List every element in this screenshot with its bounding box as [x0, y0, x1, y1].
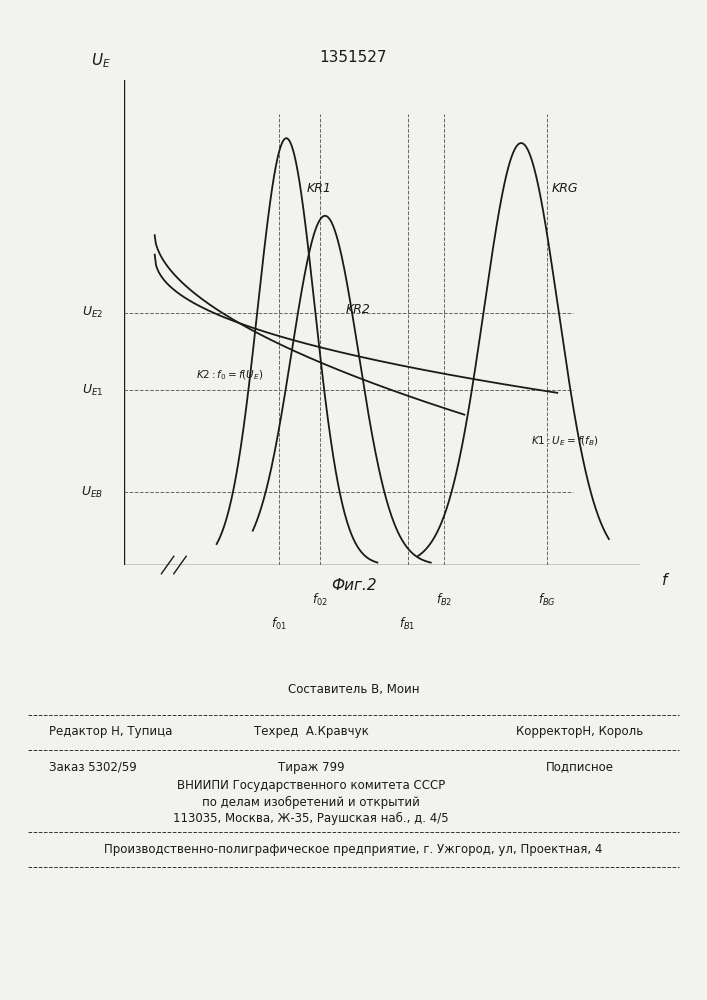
Text: $f_{B2}$: $f_{B2}$ — [436, 592, 452, 608]
Text: $K1: U_E=f(f_B)$: $K1: U_E=f(f_B)$ — [532, 434, 600, 448]
Text: $f$: $f$ — [661, 572, 670, 588]
Text: Редактор Н, Тупица: Редактор Н, Тупица — [49, 726, 173, 738]
Text: 113035, Москва, Ж-35, Раушская наб., д. 4/5: 113035, Москва, Ж-35, Раушская наб., д. … — [173, 811, 449, 825]
Text: KR2: KR2 — [346, 303, 370, 316]
Text: ВНИИПИ Государственного комитета СССР: ВНИИПИ Государственного комитета СССР — [177, 780, 445, 792]
Text: $f_{BG}$: $f_{BG}$ — [538, 592, 556, 608]
Text: $f_{B1}$: $f_{B1}$ — [399, 616, 416, 632]
Text: КорректорН, Король: КорректорН, Король — [516, 726, 643, 738]
Text: KR1: KR1 — [307, 182, 332, 195]
Text: KRG: KRG — [552, 182, 578, 195]
Text: Производственно-полиграфическое предприятие, г. Ужгород, ул, Проектная, 4: Производственно-полиграфическое предприя… — [105, 844, 602, 856]
Text: $K2: f_0=f(U_E)$: $K2: f_0=f(U_E)$ — [196, 368, 264, 382]
Text: Фиг.2: Фиг.2 — [331, 578, 376, 592]
Text: $f_{01}$: $f_{01}$ — [271, 616, 286, 632]
Text: $f_{02}$: $f_{02}$ — [312, 592, 328, 608]
Text: Техред  А.Кравчук: Техред А.Кравчук — [254, 726, 368, 738]
Text: $U_{EB}$: $U_{EB}$ — [81, 485, 103, 500]
Text: $U_E$: $U_E$ — [90, 51, 110, 70]
Text: по делам изобретений и открытий: по делам изобретений и открытий — [202, 795, 420, 809]
Text: 1351527: 1351527 — [320, 50, 387, 66]
Text: Тираж 799: Тираж 799 — [278, 760, 344, 774]
Text: $U_{E2}$: $U_{E2}$ — [82, 305, 103, 320]
Text: Заказ 5302/59: Заказ 5302/59 — [49, 760, 137, 774]
Text: $U_{E1}$: $U_{E1}$ — [82, 383, 103, 398]
Text: Подписное: Подписное — [546, 760, 614, 774]
Text: Составитель В, Моин: Составитель В, Моин — [288, 684, 419, 696]
